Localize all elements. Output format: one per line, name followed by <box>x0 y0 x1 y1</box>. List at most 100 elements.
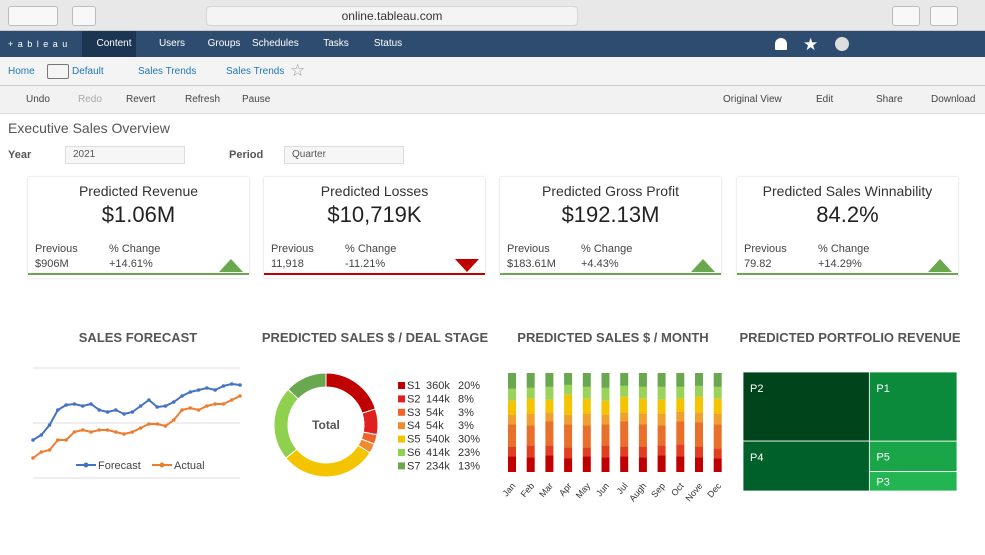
info-icon[interactable] <box>835 37 849 51</box>
point <box>147 422 151 426</box>
bar-segment <box>657 386 666 400</box>
x-tick-label: Feb <box>519 481 537 499</box>
bar-segment <box>638 386 647 399</box>
kpi-previous: 79.82 <box>744 258 772 270</box>
legend-swatch <box>398 422 405 430</box>
point <box>163 424 168 428</box>
bar-segment <box>676 444 685 457</box>
bar-segment <box>695 385 703 397</box>
point <box>155 422 159 426</box>
bar-segment <box>676 386 685 399</box>
legend-swatch <box>398 462 405 470</box>
bar-segment <box>582 386 591 399</box>
point <box>205 404 209 408</box>
toolbar-button[interactable]: Original View <box>723 94 782 105</box>
toolbar-button[interactable]: Pause <box>242 94 271 105</box>
bar-segment <box>526 373 535 388</box>
center-label: Total <box>312 418 340 432</box>
alerts-icon[interactable] <box>775 38 787 50</box>
back-forward[interactable] <box>8 6 58 26</box>
favorites-icon[interactable]: ★ <box>803 35 819 54</box>
kpi-title: Predicted Sales Winnability <box>762 183 933 199</box>
breadcrumb-item[interactable]: Sales Trends <box>226 66 285 77</box>
bar-segment <box>526 413 535 426</box>
toolbar-button[interactable]: Refresh <box>185 94 221 105</box>
bar-segment <box>601 457 610 472</box>
bar-segment <box>695 457 703 472</box>
point <box>39 450 44 454</box>
treemap-cell <box>868 371 958 442</box>
breadcrumb-item[interactable]: Default <box>72 66 104 77</box>
kpi-change-label: % Change <box>581 243 633 255</box>
point <box>138 426 143 430</box>
toolbar-button[interactable]: Revert <box>126 94 156 105</box>
kpi-change-label: % Change <box>345 243 397 255</box>
bar-segment <box>620 421 629 447</box>
toolbar-button[interactable]: Download <box>931 94 976 105</box>
amount-label: 234k <box>426 460 450 472</box>
kpi-change-label: % Change <box>109 243 161 255</box>
share-button[interactable] <box>892 6 920 26</box>
sidebar-button[interactable] <box>72 6 96 26</box>
url-field[interactable]: online.tableau.com <box>206 6 578 26</box>
point <box>31 456 35 460</box>
kpi-change: +4.43% <box>581 258 619 270</box>
x-tick-label: Augh <box>627 481 648 504</box>
bar-segment <box>564 414 573 425</box>
bar-segment <box>564 384 573 395</box>
legend-dot <box>83 462 89 468</box>
cell-label: P5 <box>876 451 889 463</box>
filter-box[interactable]: 2021 <box>65 146 185 164</box>
toolbar-button[interactable]: Undo <box>26 94 50 105</box>
kpi-change: +14.61% <box>109 258 153 270</box>
toolbar-button[interactable]: Edit <box>816 94 834 105</box>
point <box>105 410 110 414</box>
toolbar-button[interactable]: Share <box>876 94 903 105</box>
x-tick-label: Dec <box>705 480 723 499</box>
bar-segment <box>564 394 573 415</box>
point <box>56 408 60 412</box>
breadcrumb-item[interactable]: Sales Trends <box>138 66 197 77</box>
nav-bar: + a b l e a u ★ Content Users Groups Schedu… <box>0 31 985 57</box>
point <box>171 418 176 422</box>
bar-segment <box>508 373 516 389</box>
nav-item[interactable]: Groups <box>207 38 241 49</box>
bar-segment <box>695 422 703 447</box>
favorite-star[interactable]: ☆ <box>290 61 306 80</box>
point <box>130 430 135 434</box>
bar-segment <box>638 398 647 414</box>
legend-label: S2 <box>407 393 420 405</box>
bar-segment <box>695 446 703 458</box>
filter-box[interactable]: Quarter <box>284 146 404 164</box>
kpi-underline <box>28 273 249 275</box>
bar-segment <box>564 447 573 459</box>
value-label: 30% <box>458 434 480 446</box>
bar-segment <box>508 424 516 447</box>
donut-slice <box>273 388 300 459</box>
filter-label: Period <box>229 149 264 161</box>
nav-item[interactable]: Users <box>158 38 186 49</box>
amount-label: 144k <box>426 393 450 405</box>
toolbar-button[interactable]: Redo <box>78 94 102 105</box>
breadcrumb-item[interactable]: Home <box>8 66 35 77</box>
nav-item[interactable]: Tasks <box>323 38 349 49</box>
bar-segment <box>657 455 666 472</box>
point <box>31 438 35 442</box>
tabs-button[interactable] <box>930 6 958 26</box>
value-label: 3% <box>458 407 474 419</box>
bar-segment <box>564 373 573 385</box>
amount-label: 414k <box>426 447 450 459</box>
kpi-previous: $183.61M <box>507 258 556 270</box>
nav-item[interactable]: Content <box>96 38 132 49</box>
trend-arrow <box>928 259 952 272</box>
legend-label: S3 <box>407 407 420 419</box>
nav-item[interactable]: Status <box>373 38 403 49</box>
brand[interactable]: + a b l e a u <box>8 39 69 49</box>
bar-segment <box>657 425 666 446</box>
kpi-previous-label: Previous <box>744 243 787 255</box>
series-line <box>32 382 241 441</box>
bar-segment <box>638 373 647 387</box>
chart-title: PREDICTED PORTFOLIO REVENUE <box>739 330 960 345</box>
nav-item[interactable]: Schedules <box>252 38 299 49</box>
bar-segment <box>695 412 703 423</box>
